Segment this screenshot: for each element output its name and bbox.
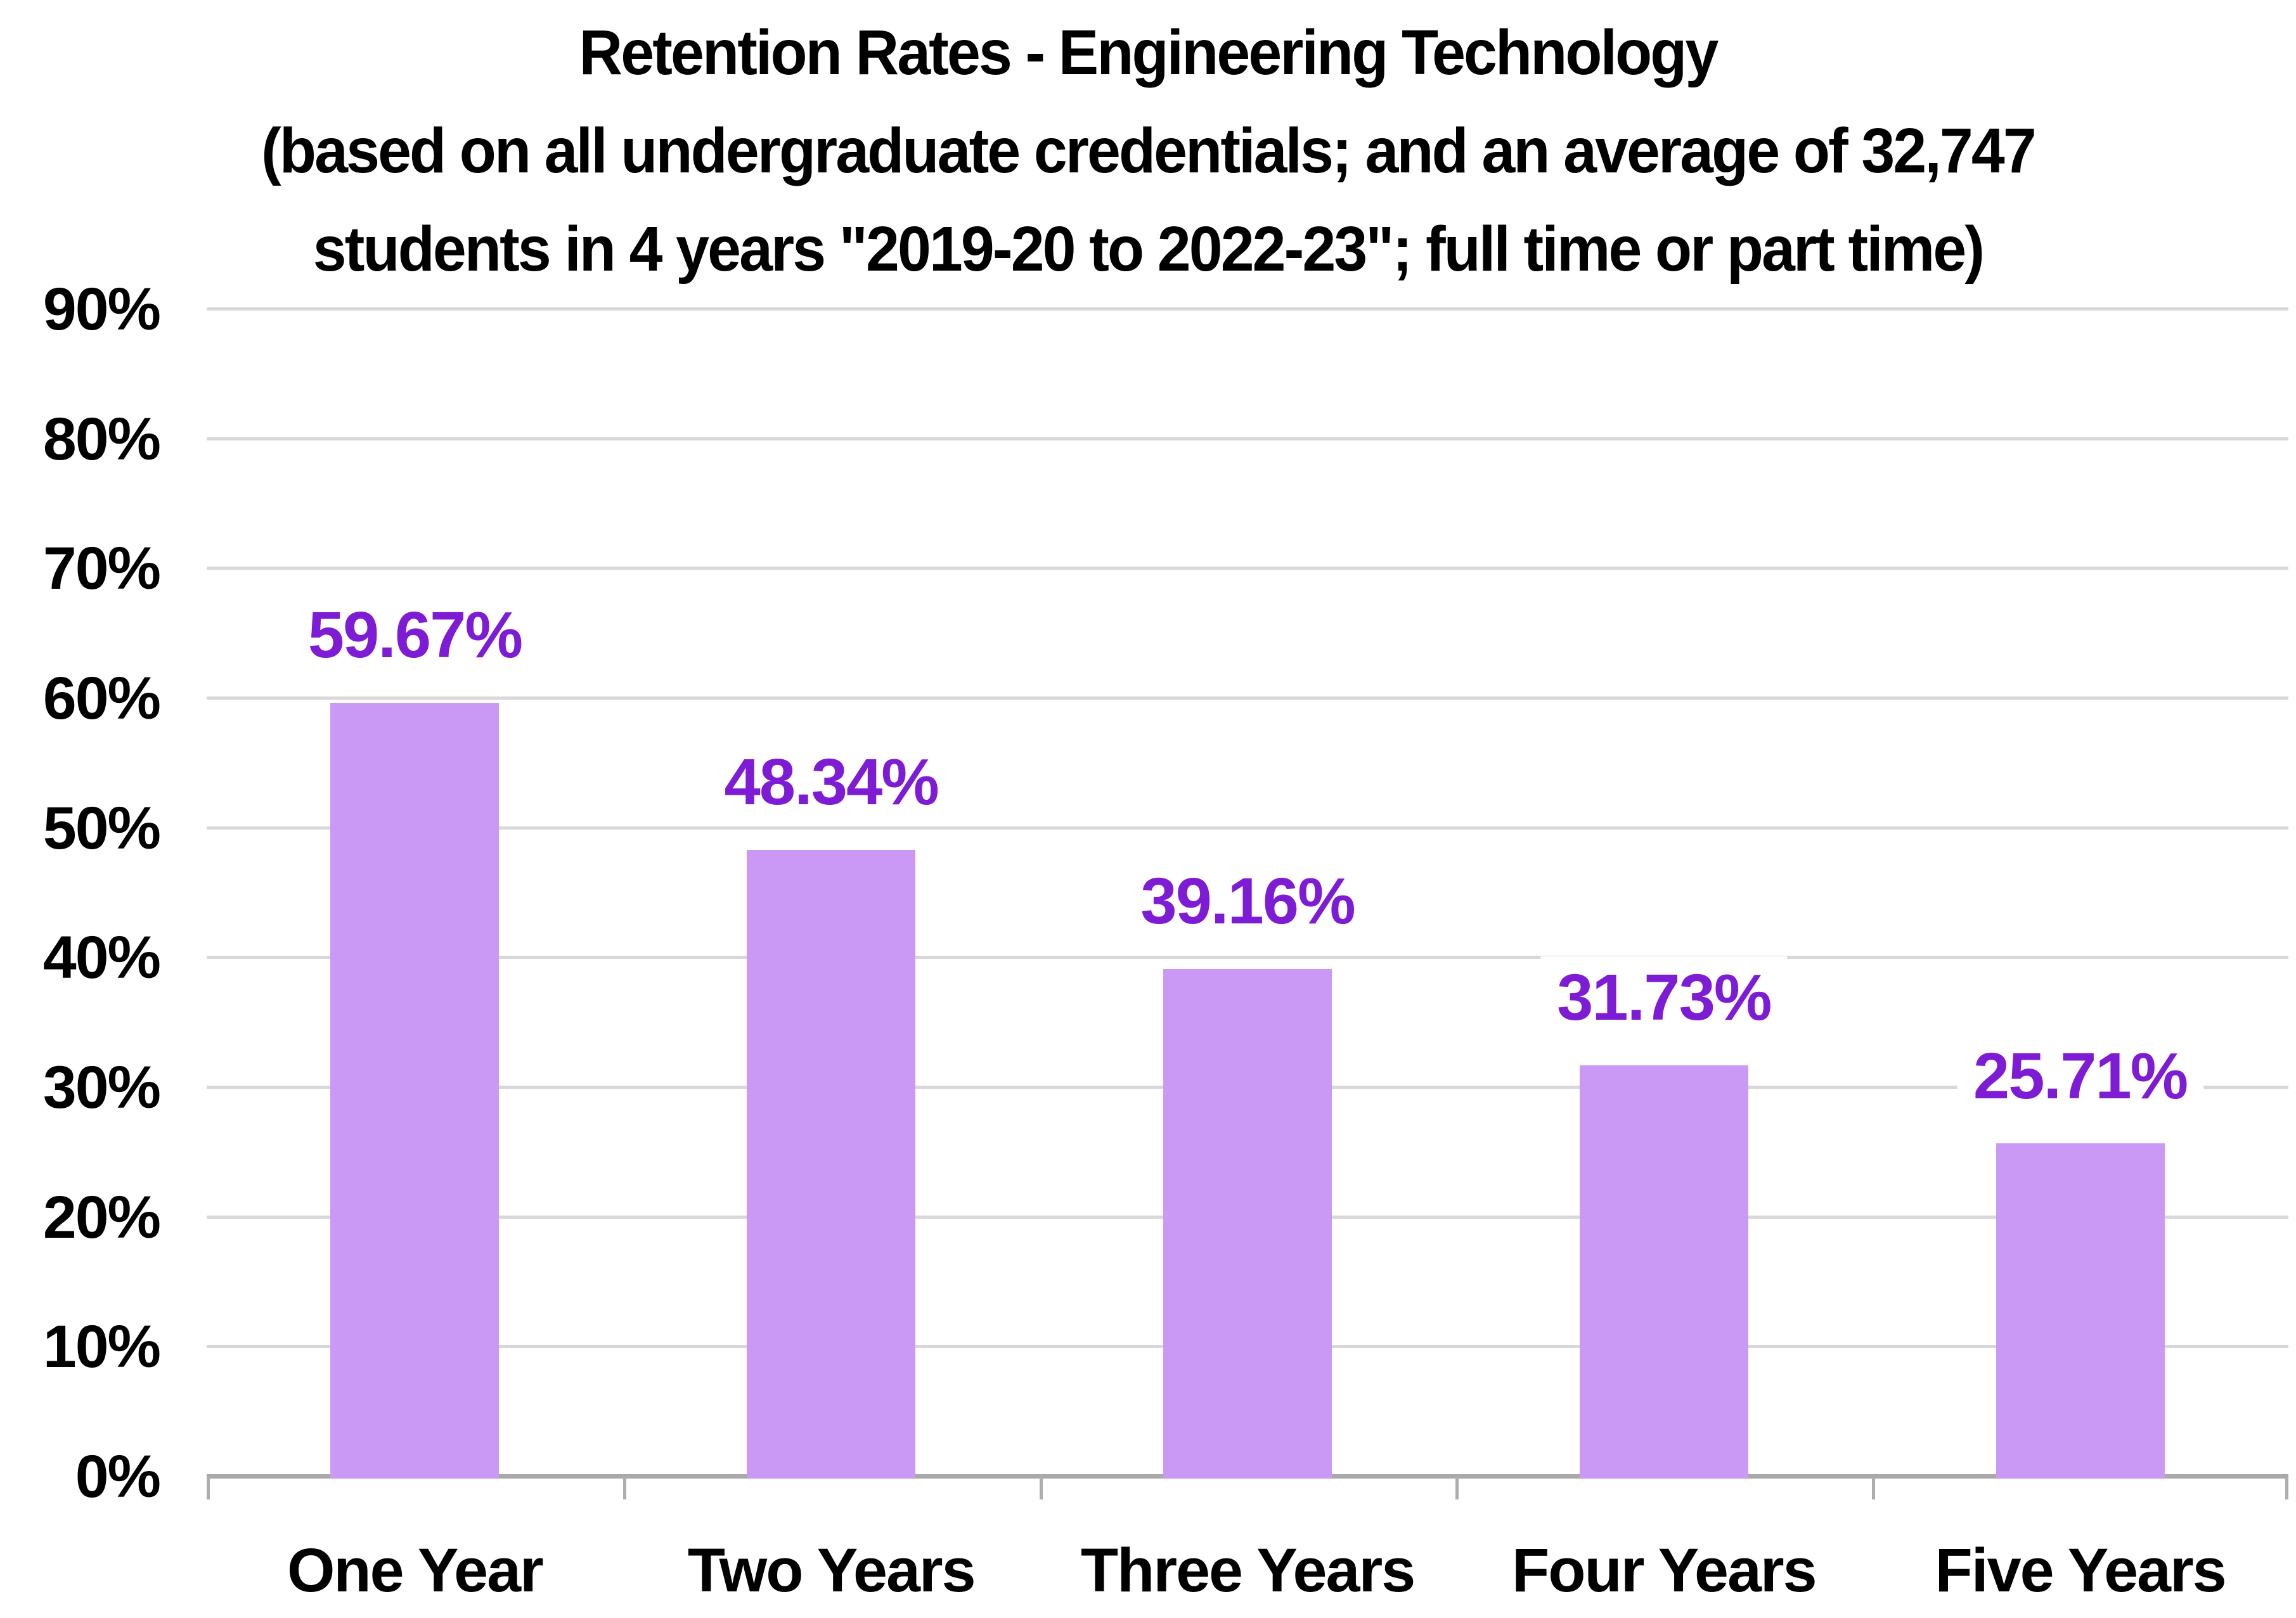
chart-title-line-2: (based on all undergraduate credentials;…	[261, 115, 2037, 186]
gridline	[207, 956, 2288, 960]
y-axis-label: 10%	[42, 1313, 161, 1381]
x-axis-label: One Year	[287, 1536, 544, 1605]
bar-value-label: 25.71%	[1956, 1034, 2204, 1117]
chart-title: Retention Rates - Engineering Technology…	[0, 4, 2296, 299]
bar	[1163, 968, 1332, 1479]
x-axis-tick	[622, 1477, 626, 1499]
bar-value-label: 31.73%	[1540, 956, 1788, 1039]
chart-title-line-1: Retention Rates - Engineering Technology	[579, 17, 1719, 88]
x-axis-tick	[207, 1477, 210, 1499]
bar-value-label: 48.34%	[707, 741, 955, 823]
bar	[747, 849, 916, 1479]
bar-value-label: 59.67%	[291, 594, 539, 676]
y-axis-label: 70%	[42, 535, 161, 603]
gridline	[207, 437, 2288, 440]
y-axis-label: 90%	[42, 276, 161, 343]
x-axis-label: Three Years	[1080, 1536, 1416, 1605]
bar-value-label: 39.16%	[1124, 860, 1371, 942]
y-axis-label: 0%	[75, 1443, 161, 1510]
x-axis-tick	[1872, 1477, 1876, 1499]
gridline	[207, 697, 2288, 700]
chart-title-line-3: students in 4 years "2019-20 to 2022-23"…	[313, 214, 1985, 285]
plot-area: 59.67% 48.34% 39.16% 31.73% 25.71%	[207, 307, 2288, 1499]
gridline	[207, 567, 2288, 570]
x-axis-label: Four Years	[1511, 1536, 1817, 1605]
x-axis-tick	[1455, 1477, 1459, 1499]
y-axis-label: 50%	[42, 794, 161, 862]
bar	[330, 702, 500, 1479]
y-axis-label: 30%	[42, 1054, 161, 1121]
x-axis-tick	[1039, 1477, 1043, 1499]
bar	[1996, 1143, 2165, 1479]
gridline	[207, 307, 2288, 311]
x-axis-tick	[2285, 1477, 2288, 1499]
bar	[1579, 1065, 1748, 1479]
x-axis-label: Five Years	[1935, 1536, 2226, 1605]
gridline	[207, 826, 2288, 830]
y-axis-label: 80%	[42, 405, 161, 473]
x-axis-label: Two Years	[687, 1536, 976, 1605]
y-axis-label: 20%	[42, 1183, 161, 1251]
y-axis-label: 60%	[42, 665, 161, 732]
y-axis-label: 40%	[42, 924, 161, 992]
